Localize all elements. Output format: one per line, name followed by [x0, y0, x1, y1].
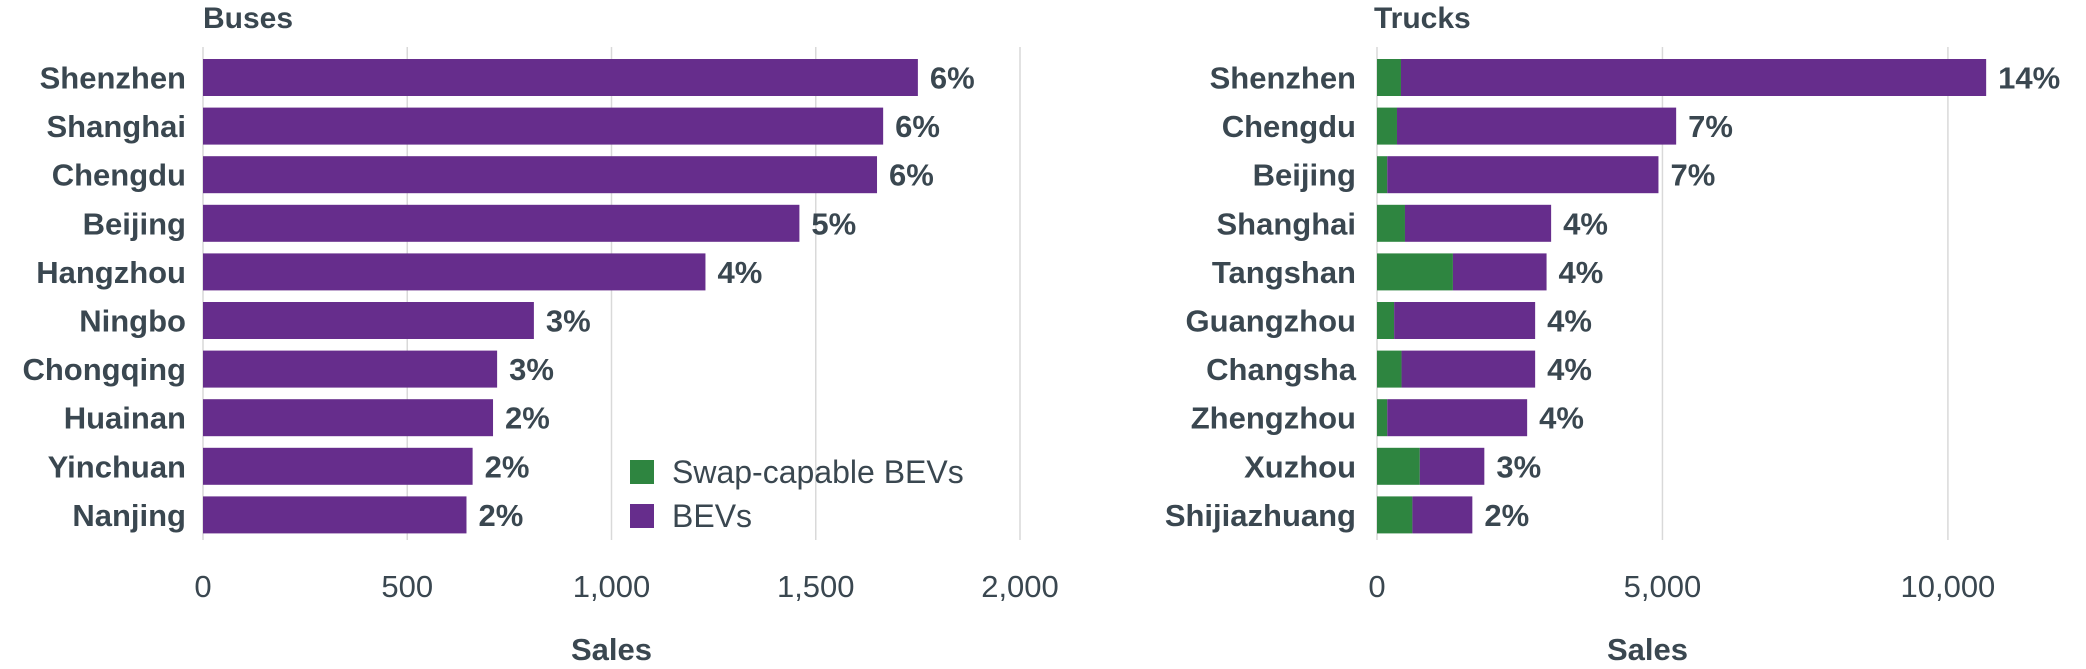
- buses-x-tick-label: 2,000: [981, 569, 1059, 604]
- buses-bev-bar-segment: [203, 447, 473, 485]
- buses-category-label: Shenzhen: [40, 61, 186, 96]
- trucks-category-label: Shenzhen: [1210, 61, 1356, 96]
- buses-x-tick-label: 500: [381, 569, 433, 604]
- trucks-swap-capable-bar-segment: [1377, 204, 1405, 242]
- buses-category-label: Nanjing: [72, 498, 186, 533]
- buses-x-tick-label: 0: [194, 569, 211, 604]
- trucks-swap-capable-bar-segment: [1377, 496, 1413, 534]
- trucks-data-label: 2%: [1484, 498, 1529, 533]
- trucks-data-label: 7%: [1670, 158, 1715, 193]
- trucks-data-label: 3%: [1496, 449, 1541, 484]
- trucks-swap-capable-bar-segment: [1377, 302, 1395, 339]
- buses-bev-bar-segment: [203, 496, 467, 534]
- legend-swatch-bevs: [630, 504, 654, 528]
- buses-category-label: Chengdu: [52, 158, 186, 193]
- trucks-swap-capable-bar-segment: [1377, 399, 1388, 437]
- trucks-data-label: 4%: [1559, 255, 1604, 290]
- buses-data-label: 4%: [717, 255, 762, 290]
- trucks-category-label: Shijiazhuang: [1165, 498, 1356, 533]
- buses-category-label: Ningbo: [79, 304, 186, 339]
- legend-swatch-swap-capable: [630, 460, 654, 484]
- trucks-x-tick-label: 5,000: [1624, 569, 1702, 604]
- trucks-category-label: Guangzhou: [1186, 304, 1356, 339]
- buses-data-label: 6%: [889, 158, 934, 193]
- trucks-panel: Trucks 0 5,000 10,000 Sales Shenzhen 14% Chengd…: [1165, 2, 2060, 667]
- trucks-data-label: 14%: [1998, 61, 2060, 96]
- buses-bev-bar-segment: [203, 302, 534, 339]
- trucks-bev-bar-segment: [1394, 302, 1536, 339]
- trucks-swap-capable-bar-segment: [1377, 447, 1420, 485]
- trucks-chart-title: Trucks: [1374, 2, 1471, 35]
- trucks-category-label: Xuzhou: [1244, 449, 1356, 484]
- trucks-swap-capable-bar-segment: [1377, 156, 1388, 194]
- buses-data-label: 2%: [478, 498, 523, 533]
- trucks-bev-bar-segment: [1404, 204, 1552, 242]
- buses-category-label: Beijing: [83, 206, 186, 241]
- trucks-x-tick-label: 0: [1368, 569, 1385, 604]
- buses-panel: Buses 0 500 1,000 1,500 2,000 Sales Shenzhen 6% S…: [22, 2, 1058, 667]
- buses-data-label: 3%: [509, 352, 554, 387]
- buses-bev-bar-segment: [203, 253, 706, 291]
- buses-x-tick-label: 1,500: [777, 569, 855, 604]
- trucks-x-tick-label: 10,000: [1900, 569, 1995, 604]
- buses-data-label: 6%: [895, 109, 940, 144]
- trucks-data-label: 4%: [1563, 206, 1608, 241]
- trucks-bev-bar-segment: [1412, 496, 1473, 534]
- buses-chart-title: Buses: [203, 2, 293, 35]
- trucks-bev-bar-segment: [1387, 156, 1659, 194]
- trucks-x-axis-label: Sales: [1607, 632, 1688, 667]
- trucks-bev-bar-segment: [1452, 253, 1547, 291]
- trucks-category-label: Tangshan: [1212, 255, 1356, 290]
- trucks-bev-bar-segment: [1400, 59, 1987, 96]
- trucks-category-label: Chengdu: [1222, 109, 1356, 144]
- trucks-bev-bar-segment: [1419, 447, 1485, 485]
- trucks-bev-bar-segment: [1396, 107, 1677, 145]
- buses-category-label: Huainan: [64, 401, 186, 436]
- trucks-data-label: 4%: [1539, 401, 1584, 436]
- buses-data-label: 3%: [546, 304, 591, 339]
- buses-category-label: Shanghai: [46, 109, 186, 144]
- legend: Swap-capable BEVs BEVs: [630, 454, 964, 534]
- trucks-bev-bar-segment: [1387, 399, 1528, 437]
- trucks-bev-bar-segment: [1401, 350, 1536, 388]
- legend-label: Swap-capable BEVs: [672, 454, 964, 490]
- buses-bev-bar-segment: [203, 156, 878, 194]
- trucks-swap-capable-bar-segment: [1377, 107, 1397, 145]
- trucks-category-label: Changsha: [1206, 352, 1357, 387]
- buses-bev-bar-segment: [203, 350, 498, 388]
- trucks-data-label: 4%: [1547, 304, 1592, 339]
- buses-data-label: 6%: [930, 61, 975, 96]
- trucks-swap-capable-bar-segment: [1377, 59, 1401, 96]
- trucks-swap-capable-bar-segment: [1377, 350, 1402, 388]
- buses-x-axis-label: Sales: [571, 632, 652, 667]
- trucks-category-label: Shanghai: [1216, 206, 1356, 241]
- trucks-data-label: 7%: [1688, 109, 1733, 144]
- buses-bev-bar-segment: [203, 59, 918, 96]
- buses-bev-bar-segment: [203, 204, 800, 242]
- trucks-category-label: Zhengzhou: [1191, 401, 1356, 436]
- buses-category-label: Hangzhou: [36, 255, 186, 290]
- buses-data-label: 2%: [485, 449, 530, 484]
- buses-x-tick-label: 1,000: [573, 569, 651, 604]
- trucks-data-label: 4%: [1547, 352, 1592, 387]
- buses-data-label: 2%: [505, 401, 550, 436]
- legend-label: BEVs: [672, 498, 752, 534]
- buses-bev-bar-segment: [203, 107, 884, 145]
- buses-category-label: Yinchuan: [48, 449, 186, 484]
- buses-category-label: Chongqing: [22, 352, 186, 387]
- buses-data-label: 5%: [811, 206, 856, 241]
- buses-bev-bar-segment: [203, 399, 494, 437]
- trucks-swap-capable-bar-segment: [1377, 253, 1453, 291]
- trucks-category-label: Beijing: [1253, 158, 1356, 193]
